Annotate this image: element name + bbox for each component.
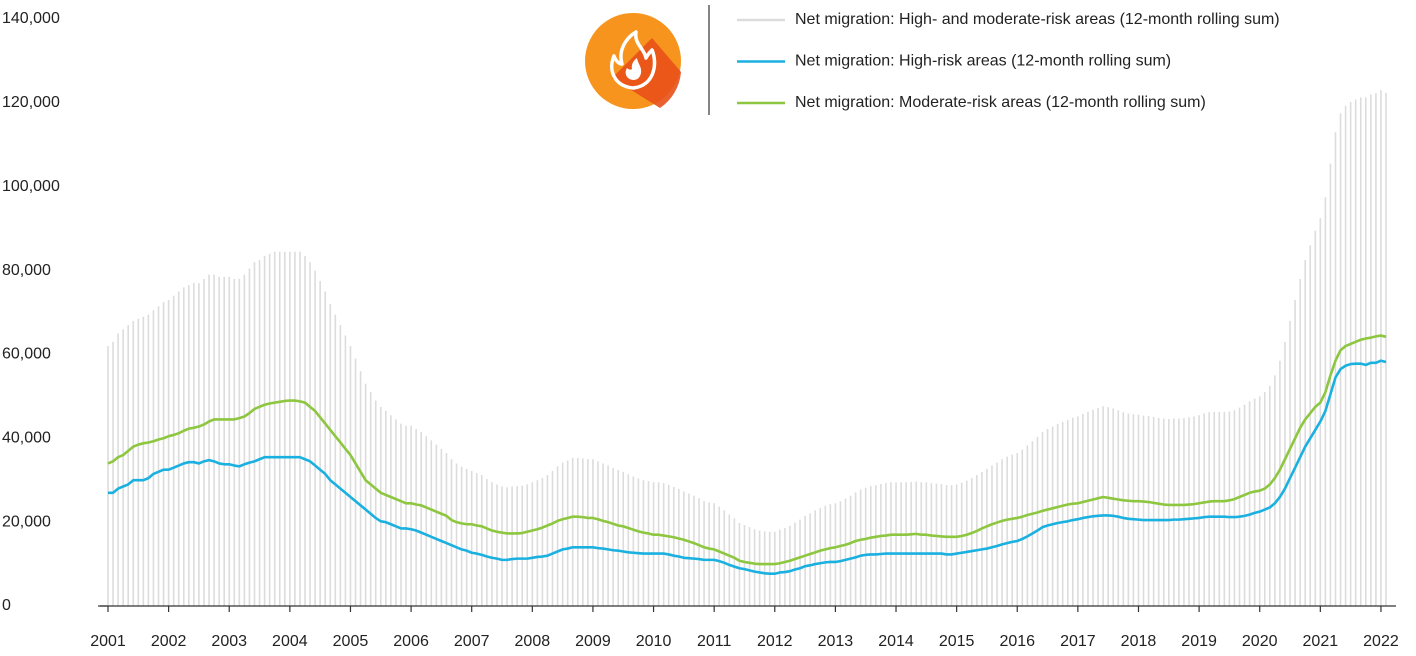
x-tick-label: 2002	[151, 633, 187, 650]
icon-shadow	[612, 38, 681, 108]
legend-label: Net migration: High- and moderate-risk a…	[795, 11, 1280, 28]
icon-flame	[610, 30, 657, 90]
x-tick-label: 2007	[454, 633, 490, 650]
x-tick-label: 2004	[272, 633, 308, 650]
line	[107, 334, 1387, 566]
x-tick-label: 2017	[1060, 633, 1096, 650]
x-tick-label: 2022	[1363, 633, 1399, 650]
y-tick-label: 80,000	[2, 262, 51, 279]
x-tick-label: 2009	[575, 633, 611, 650]
legend-label: Net migration: High-risk areas (12-month…	[795, 53, 1171, 70]
line	[108, 359, 1387, 576]
x-tick-label: 2021	[1303, 633, 1339, 650]
x-tick-label: 2006	[393, 633, 429, 650]
x-tick-label: 2015	[939, 633, 975, 650]
y-tick-label: 20,000	[2, 513, 51, 530]
x-tick-label: 2018	[1121, 633, 1157, 650]
x-tick-label: 2001	[90, 633, 126, 650]
legend-label: Net migration: Moderate-risk areas (12-m…	[795, 94, 1206, 111]
y-tick-label: 120,000	[2, 94, 60, 111]
x-tick-label: 2005	[333, 633, 369, 650]
x-tick-label: 2014	[878, 633, 914, 650]
x-tick-label: 2020	[1242, 633, 1278, 650]
x-tick-label: 2003	[211, 633, 247, 650]
icon-flame-core	[625, 58, 642, 80]
x-tick-label: 2013	[818, 633, 854, 650]
y-tick-label: 40,000	[2, 430, 51, 447]
x-tick-label: 2012	[757, 633, 793, 650]
x-tick-label: 2008	[515, 633, 551, 650]
y-tick-label: 0	[2, 597, 11, 614]
y-tick-label: 100,000	[2, 178, 60, 195]
x-tick-label: 2011	[697, 633, 732, 650]
x-tick-label: 2010	[636, 633, 672, 650]
fire-icon	[585, 13, 681, 109]
y-tick-label: 60,000	[2, 346, 51, 363]
y-tick-label: 140,000	[2, 10, 60, 27]
x-tick-label: 2016	[999, 633, 1035, 650]
x-tick-label: 2019	[1181, 633, 1217, 650]
